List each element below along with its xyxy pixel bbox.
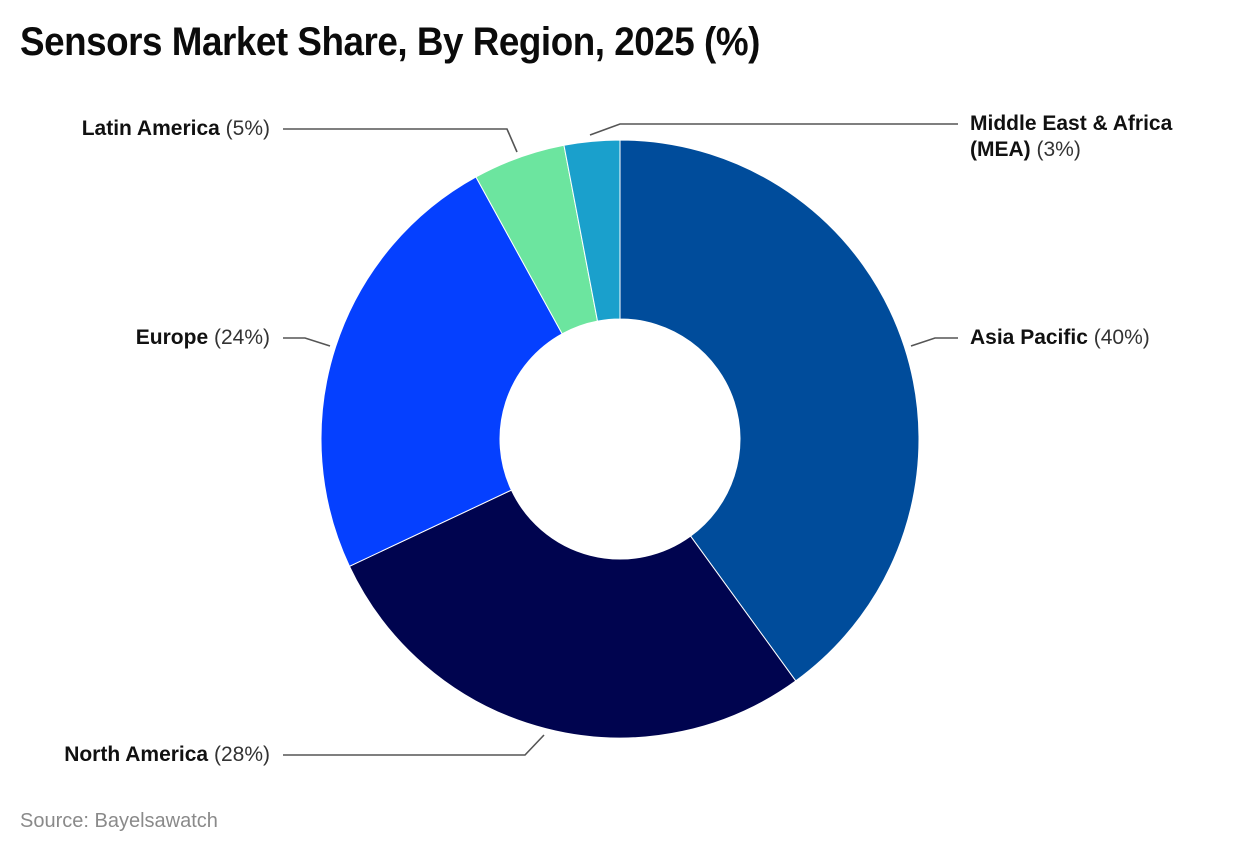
leader-line-europe xyxy=(283,337,331,347)
slice-asia-pacific xyxy=(619,139,920,682)
slice-north-america xyxy=(348,489,797,739)
label-percent: (40%) xyxy=(1093,326,1150,349)
label-name-line2: (MEA) xyxy=(970,138,1031,161)
label-name: Asia Pacific xyxy=(970,326,1088,349)
slice-middle-east-africa-mea xyxy=(563,139,621,322)
label-asia-pacific: Asia Pacific (40%) xyxy=(970,325,1150,351)
label-latin-america: Latin America (5%) xyxy=(82,116,270,142)
label-north-america: North America (28%) xyxy=(64,742,270,768)
leader-lines xyxy=(283,123,958,756)
leader-line-mea xyxy=(589,123,958,136)
leader-line-north-america xyxy=(283,734,545,756)
label-percent: (24%) xyxy=(213,326,270,349)
leader-line-latin-america xyxy=(283,128,518,153)
source-note: Source: Bayelsawatch xyxy=(20,810,218,832)
leader-line-asia-pacific xyxy=(910,337,958,347)
donut-slices xyxy=(320,139,920,739)
slice-europe xyxy=(320,176,563,567)
label-percent: (28%) xyxy=(213,743,270,766)
label-percent: (5%) xyxy=(225,117,270,140)
label-name: Europe xyxy=(135,326,209,349)
chart-title: Sensors Market Share, By Region, 2025 (%… xyxy=(20,20,760,64)
label-name: Latin America xyxy=(81,117,220,140)
label-name-line1: Middle East & Africa xyxy=(970,112,1173,135)
label-percent: (3%) xyxy=(1036,138,1081,161)
label-name: North America xyxy=(64,743,209,766)
label-europe: Europe (24%) xyxy=(136,325,270,351)
label-mea: Middle East & Africa (MEA) (3%) xyxy=(970,111,1172,163)
